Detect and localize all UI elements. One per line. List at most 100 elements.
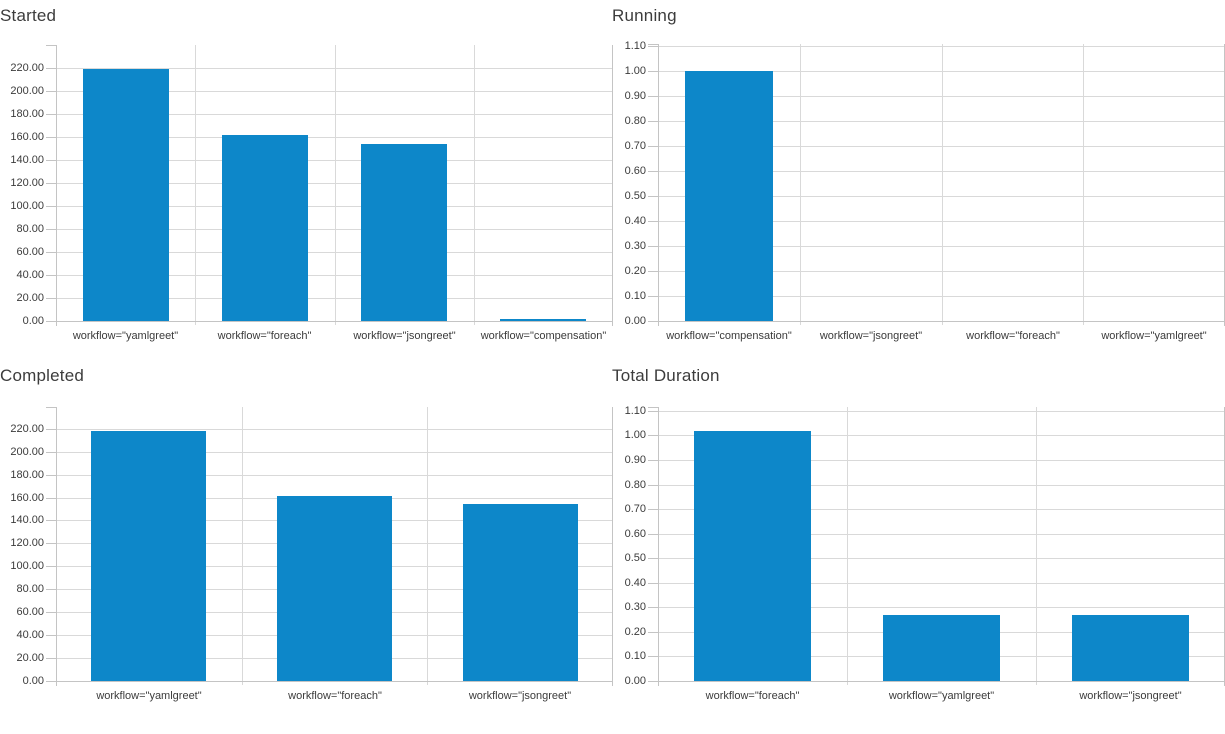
y-tick-label: 0.80 [624, 115, 646, 127]
y-axis-tick [648, 509, 658, 510]
y-axis-tick [648, 681, 658, 682]
gridline [658, 71, 1225, 72]
gridline [658, 146, 1225, 147]
x-axis-line [56, 681, 613, 682]
gridline [658, 583, 1225, 584]
gridline [56, 229, 613, 230]
bar-workflowjsongreet[interactable] [1072, 615, 1189, 681]
gridline [658, 411, 1225, 412]
y-axis-tick [46, 68, 56, 69]
gridline [56, 298, 613, 299]
gridline [658, 121, 1225, 122]
x-category-label: workflow="jsongreet" [1079, 690, 1182, 702]
y-tick-label: 160.00 [10, 131, 44, 143]
gridline [658, 485, 1225, 486]
y-tick-label: 0.60 [624, 528, 646, 540]
panel-title-started[interactable]: Started [0, 6, 57, 25]
y-tick-label: 140.00 [10, 154, 44, 166]
gridline [56, 91, 613, 92]
bar-workflowyamlgreet[interactable] [883, 615, 1000, 681]
gridline [658, 46, 1225, 47]
y-axis-top-tick [46, 45, 56, 46]
y-axis-tick [648, 411, 658, 412]
y-tick-label: 160.00 [10, 492, 44, 504]
y-axis-tick [46, 475, 56, 476]
gridline [1036, 407, 1037, 685]
bar-workflowforeach[interactable] [277, 496, 392, 681]
y-axis-tick [46, 681, 56, 682]
panel-title-completed[interactable]: Completed [0, 366, 85, 385]
y-axis-line [658, 44, 659, 326]
y-tick-label: 80.00 [16, 223, 44, 235]
x-category-label: workflow="foreach" [288, 690, 382, 702]
y-tick-label: 0.50 [624, 552, 646, 564]
y-tick-label: 20.00 [16, 292, 44, 304]
bar-workflowjsongreet[interactable] [463, 504, 578, 681]
gridline [56, 206, 613, 207]
y-axis-tick [46, 183, 56, 184]
plot-completed: 0.00 20.00 40.00 60.00 80.00 100.00 120.00 140.… [10, 407, 613, 702]
gridline [335, 45, 336, 325]
y-tick-label: 0.10 [624, 650, 646, 662]
y-axis-tick [648, 485, 658, 486]
y-axis-tick [46, 160, 56, 161]
bar-workflowjsongreet[interactable] [361, 144, 447, 321]
bar-workflowyamlgreet[interactable] [83, 69, 169, 321]
y-axis-tick [46, 612, 56, 613]
x-axis-line [658, 321, 1225, 322]
y-axis-tick [46, 566, 56, 567]
panel-title-total-duration[interactable]: Total Duration [612, 366, 720, 385]
y-tick-label: 0.90 [624, 454, 646, 466]
y-axis-tick [648, 583, 658, 584]
y-axis-tick [46, 452, 56, 453]
bar-workflowforeach[interactable] [694, 431, 811, 681]
gridline [56, 452, 613, 453]
y-axis-tick [648, 71, 658, 72]
plot-running: 0.00 0.10 0.20 0.30 0.40 0.50 0.60 0.70 0.80 0.90… [625, 40, 1225, 342]
gridline [658, 246, 1225, 247]
y-tick-label: 200.00 [10, 446, 44, 458]
y-axis-line [56, 407, 57, 686]
y-axis-tick [46, 658, 56, 659]
x-category-label: workflow="jsongreet" [468, 690, 572, 702]
x-axis-line [658, 681, 1225, 682]
y-axis-tick [46, 520, 56, 521]
bar-workflowcompensation[interactable] [500, 319, 586, 321]
y-tick-label: 0.10 [624, 290, 646, 302]
y-axis-tick [648, 435, 658, 436]
gridline [658, 296, 1225, 297]
bar-workflowforeach[interactable] [222, 135, 308, 321]
y-axis-tick [46, 298, 56, 299]
y-axis-tick [648, 321, 658, 322]
x-category-label: workflow="yamlgreet" [888, 690, 995, 702]
y-axis-tick [46, 589, 56, 590]
gridline [658, 534, 1225, 535]
x-category-label: workflow="jsongreet" [819, 330, 923, 342]
y-axis-tick [648, 196, 658, 197]
y-axis-tick [648, 121, 658, 122]
gridline [658, 460, 1225, 461]
gridline [800, 44, 801, 325]
gridline [942, 44, 943, 325]
x-category-label: workflow="yamlgreet" [96, 690, 202, 702]
y-tick-label: 0.70 [624, 140, 646, 152]
x-category-label: workflow="compensation" [480, 330, 607, 342]
gridline [474, 45, 475, 325]
x-category-label: workflow="yamlgreet" [1101, 330, 1207, 342]
y-tick-label: 0.30 [624, 240, 646, 252]
bar-workflowcompensation[interactable] [685, 71, 773, 321]
y-tick-label: 0.90 [624, 90, 646, 102]
plot-right-border [612, 407, 613, 686]
y-tick-label: 0.60 [624, 165, 646, 177]
y-tick-label: 180.00 [10, 469, 44, 481]
y-axis-tick [46, 635, 56, 636]
bar-workflowyamlgreet[interactable] [91, 431, 206, 681]
y-tick-label: 220.00 [10, 423, 44, 435]
y-axis-tick [648, 296, 658, 297]
y-tick-label: 20.00 [16, 652, 44, 664]
y-tick-label: 0.40 [624, 577, 646, 589]
gridline [847, 407, 848, 685]
panel-title-running[interactable]: Running [612, 6, 677, 25]
gridline [658, 171, 1225, 172]
